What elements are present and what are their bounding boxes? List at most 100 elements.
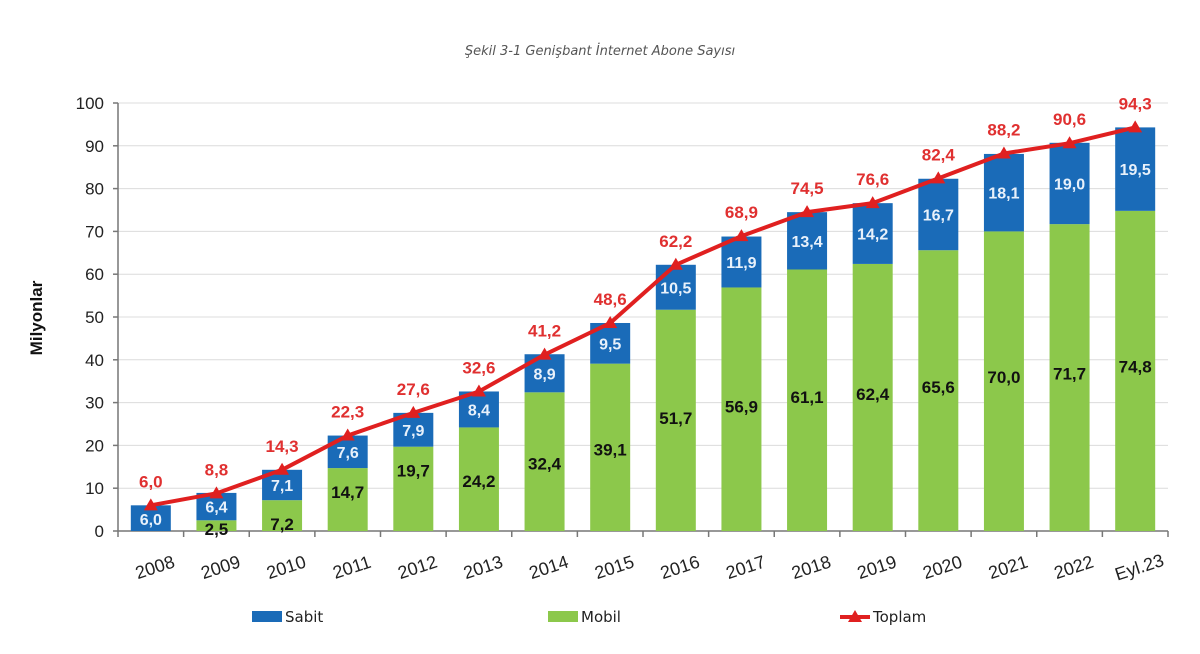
y-tick-label: 10 (85, 479, 104, 498)
label-toplam: 27,6 (397, 380, 430, 399)
label-mobil: 24,2 (462, 472, 495, 491)
bar-mobil (721, 287, 762, 531)
label-mobil: 39,1 (594, 440, 627, 459)
label-sabit: 11,9 (726, 255, 756, 272)
bar-sabit (1115, 127, 1156, 211)
label-mobil: 65,6 (922, 378, 955, 397)
toplam-marker (800, 205, 815, 218)
bar-mobil (983, 231, 1024, 531)
label-mobil: 32,4 (528, 455, 562, 474)
label-mobil: 51,7 (659, 409, 692, 428)
toplam-line (143, 120, 1143, 511)
bar-mobil (327, 468, 368, 531)
bar-mobil (655, 309, 696, 531)
bar-sabit (918, 178, 959, 251)
label-mobil: 74,8 (1119, 358, 1152, 377)
x-tick-label: 2015 (592, 552, 636, 583)
toplam-marker (931, 171, 946, 184)
label-toplam: 94,3 (1119, 94, 1152, 113)
legend-item-toplam: Toplam (840, 608, 926, 626)
label-sabit: 8,4 (468, 402, 490, 419)
y-tick-label: 80 (85, 180, 104, 199)
y-tick-label: 20 (85, 436, 104, 455)
x-tick-label: 2013 (461, 552, 505, 583)
legend-label: Toplam (872, 608, 926, 626)
label-sabit: 10,5 (660, 280, 691, 297)
x-tick-label: Eyl.23 (1112, 550, 1166, 584)
y-tick-label: 60 (85, 265, 104, 284)
bar-mobil (1049, 224, 1090, 531)
label-mobil: 7,2 (270, 515, 294, 534)
y-tick-label: 0 (95, 522, 104, 541)
y-tick-label: 30 (85, 394, 104, 413)
label-mobil: 70,0 (987, 368, 1020, 387)
legend-swatch (252, 611, 282, 622)
bar-sabit (852, 203, 893, 264)
bar-sabit (655, 264, 696, 310)
toplam-marker (1062, 136, 1077, 149)
label-sabit: 19,5 (1120, 162, 1151, 179)
bar-mobil (458, 427, 499, 531)
toplam-marker (143, 498, 158, 511)
legend-label: Sabit (285, 608, 323, 626)
x-tick-label: 2014 (527, 552, 571, 583)
x-tick-label: 2018 (789, 552, 833, 583)
label-sabit: 14,2 (857, 227, 888, 244)
toplam-marker (209, 486, 224, 499)
toplam-marker (734, 229, 749, 242)
label-mobil: 19,7 (397, 462, 430, 481)
label-toplam: 48,6 (594, 290, 627, 309)
x-tick-label: 2021 (986, 552, 1030, 583)
x-tick-label: 2020 (920, 552, 964, 583)
label-toplam: 14,3 (266, 437, 299, 456)
label-toplam: 76,6 (856, 170, 889, 189)
label-toplam: 8,8 (205, 460, 229, 479)
y-tick-label: 100 (76, 94, 104, 113)
x-tick-label: 2012 (395, 552, 439, 583)
label-sabit: 6,4 (205, 500, 227, 517)
label-toplam: 74,5 (791, 179, 824, 198)
legend-swatch (548, 611, 578, 622)
bar-mobil (524, 392, 565, 531)
bar-mobil (590, 363, 631, 531)
y-tick-label: 90 (85, 137, 104, 156)
toplam-marker (275, 462, 290, 475)
label-toplam: 32,6 (462, 358, 495, 377)
label-mobil: 56,9 (725, 397, 758, 416)
x-tick-label: 2011 (330, 552, 373, 583)
x-tick-label: 2016 (658, 552, 702, 583)
label-toplam: 88,2 (987, 121, 1020, 140)
label-toplam: 6,0 (139, 472, 163, 491)
label-toplam: 90,6 (1053, 110, 1086, 129)
legend-label: Mobil (581, 608, 621, 626)
label-sabit: 7,9 (402, 423, 424, 440)
label-sabit: 16,7 (923, 207, 954, 224)
bar-mobil (393, 446, 434, 531)
legend: Sabit Mobil Toplam (252, 608, 926, 626)
label-mobil: 62,4 (856, 385, 890, 404)
toplam-marker (668, 257, 683, 270)
bar-mobil (1115, 210, 1156, 531)
label-sabit: 9,5 (599, 336, 621, 353)
label-toplam: 22,3 (331, 403, 364, 422)
bar-sabit (1049, 142, 1090, 225)
y-axis-label: Milyonlar (27, 280, 46, 355)
x-tick-label: 2022 (1052, 552, 1096, 583)
toplam-marker (996, 146, 1011, 159)
bar-mobil (262, 500, 303, 531)
bar-sabit (787, 212, 828, 270)
label-mobil: 71,7 (1053, 364, 1086, 383)
label-sabit: 7,6 (337, 445, 359, 462)
bar-mobil (918, 250, 959, 531)
x-tick-label: 2017 (723, 552, 767, 583)
bar-sabit (721, 236, 762, 288)
bar-mobil (787, 269, 828, 531)
label-mobil: 2,5 (205, 520, 229, 539)
x-tick-label: 2008 (133, 552, 177, 583)
toplam-marker (471, 384, 486, 397)
label-sabit: 6,0 (140, 512, 162, 529)
x-tick-label: 2019 (855, 552, 899, 583)
toplam-marker (406, 405, 421, 418)
toplam-line-path (150, 125, 1136, 508)
label-sabit: 7,1 (271, 478, 293, 495)
